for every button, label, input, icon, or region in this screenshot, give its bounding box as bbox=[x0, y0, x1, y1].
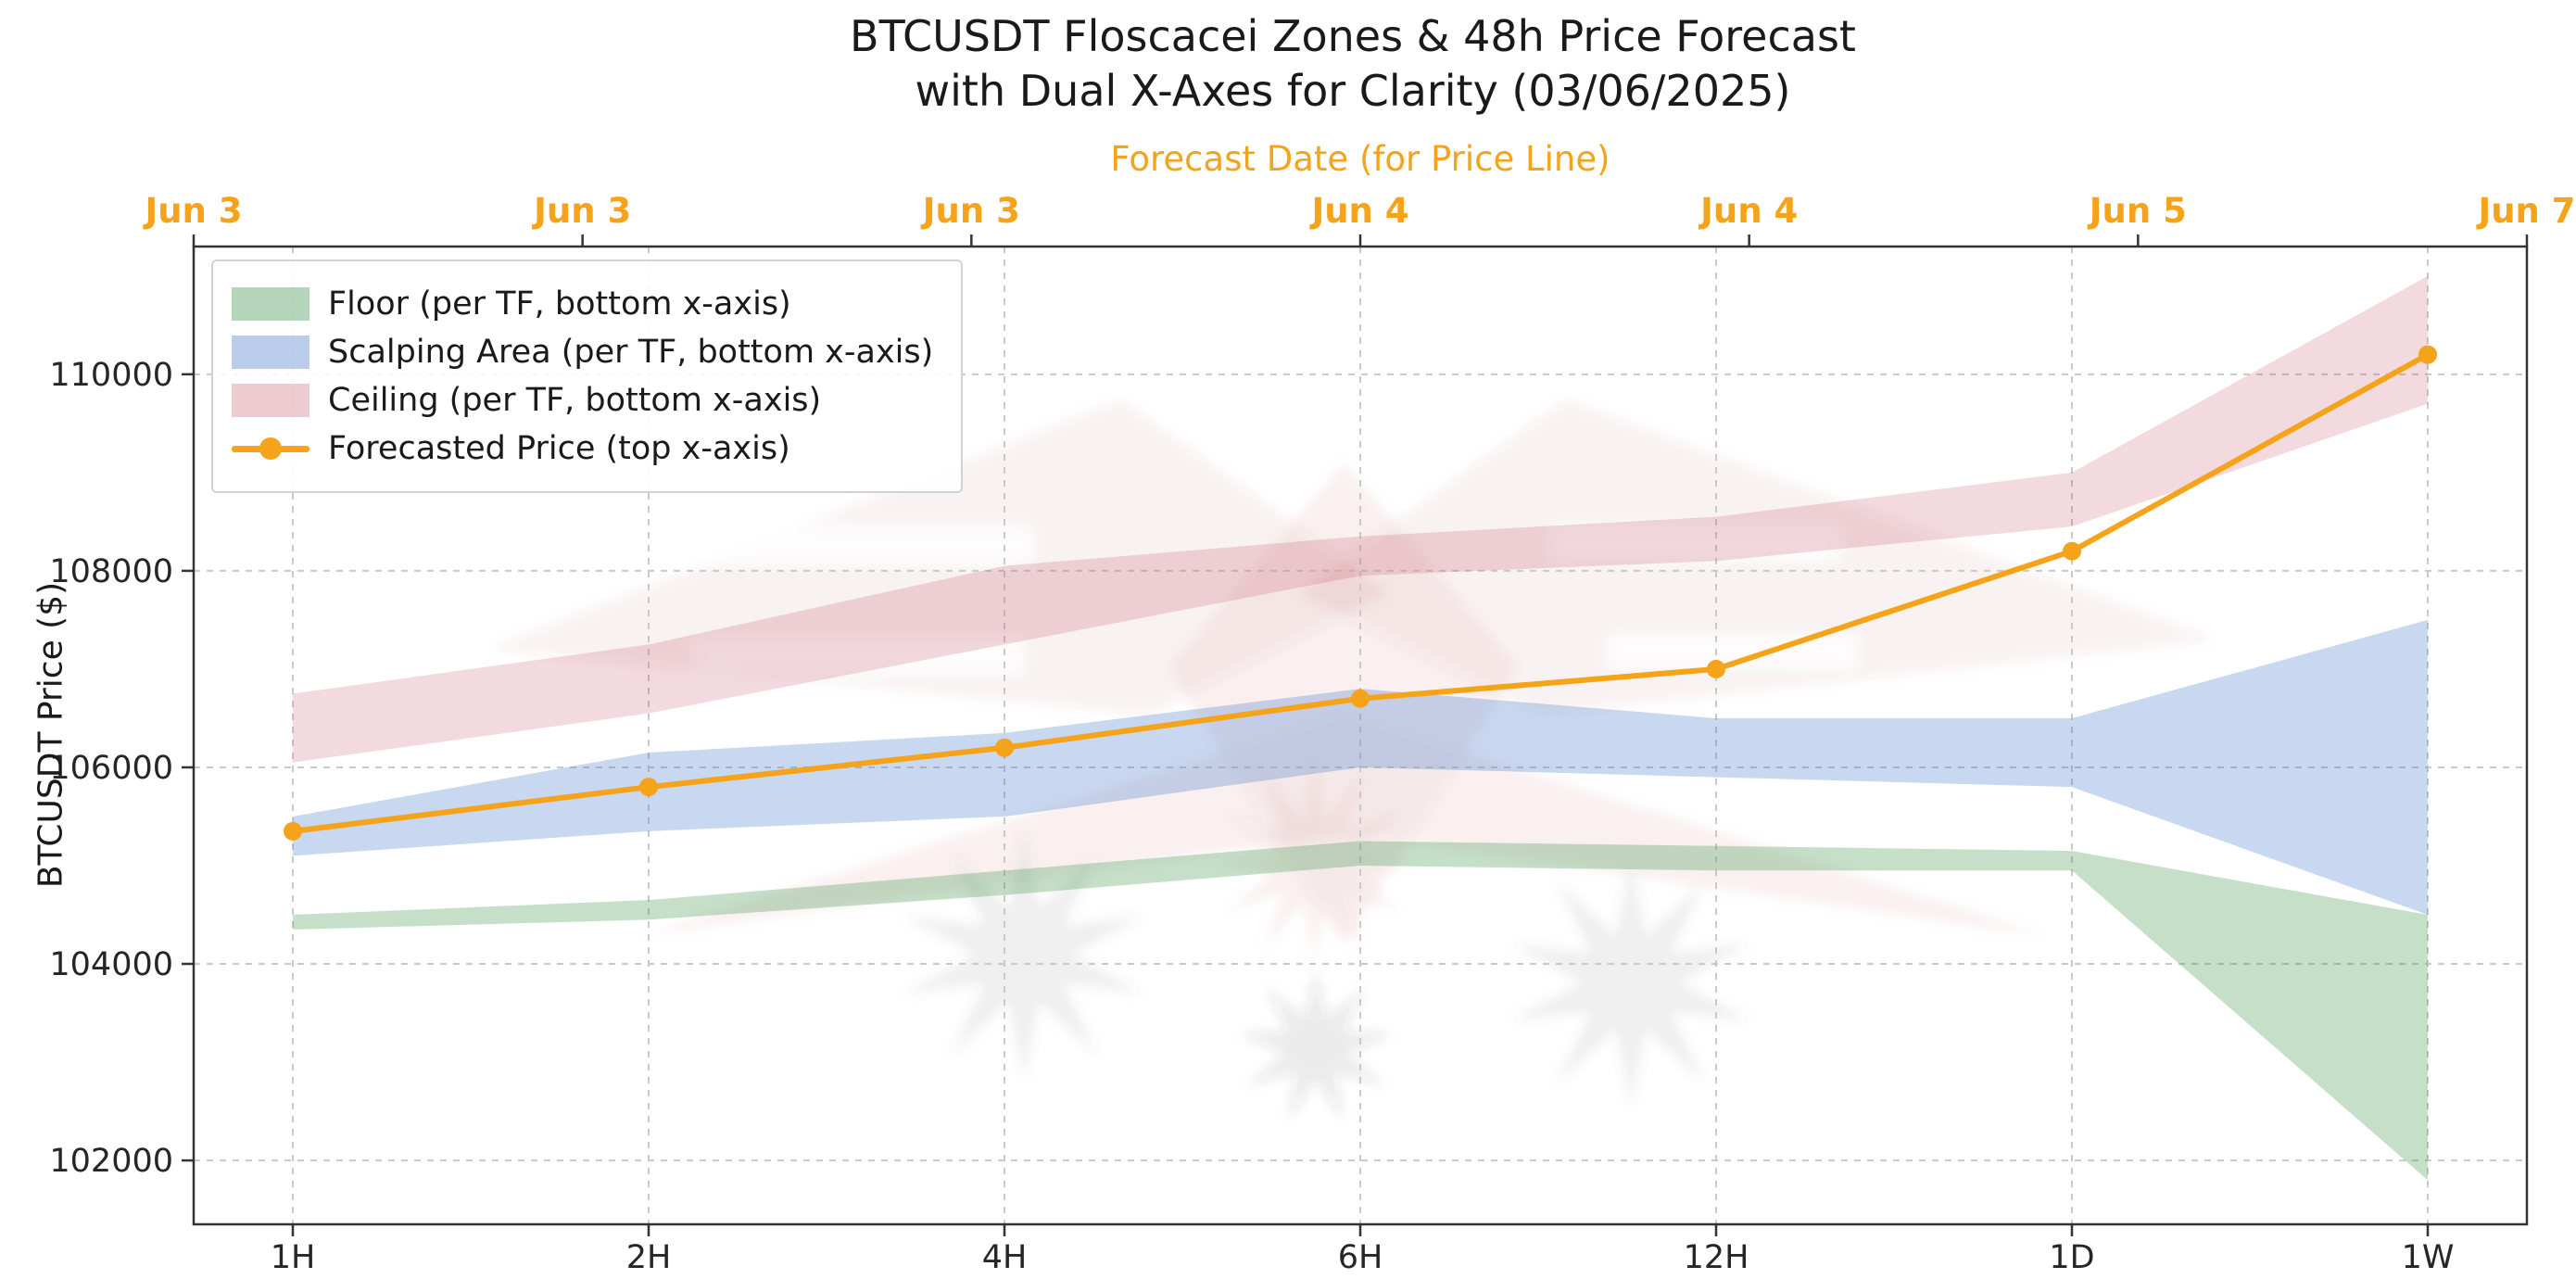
y-tick-label: 110000 bbox=[49, 357, 173, 394]
ceiling-band bbox=[293, 275, 2428, 763]
legend-label-ceiling: Ceiling (per TF, bottom x-axis) bbox=[328, 382, 822, 419]
forecast-point bbox=[2418, 345, 2437, 364]
ceiling-band-swatch bbox=[232, 384, 309, 417]
forecast-point bbox=[1351, 689, 1370, 708]
y-tick-label: 106000 bbox=[49, 750, 173, 787]
y-tick-label: 104000 bbox=[49, 946, 173, 983]
forecast-point bbox=[1707, 659, 1725, 678]
forecast-point bbox=[284, 821, 302, 841]
zone-bands bbox=[293, 275, 2428, 1181]
bottom-tick-label: 2H bbox=[626, 1239, 672, 1276]
bottom-tick-label: 1W bbox=[2402, 1239, 2455, 1276]
y-tick-label: 102000 bbox=[49, 1143, 173, 1180]
bottom-tick-label: 4H bbox=[982, 1239, 1028, 1276]
legend-label-scalping: Scalping Area (per TF, bottom x-axis) bbox=[328, 334, 934, 371]
legend-item-forecast: Forecasted Price (top x-axis) bbox=[232, 430, 933, 467]
legend-item-floor: Floor (per TF, bottom x-axis) bbox=[232, 285, 933, 323]
floor-band-swatch bbox=[232, 287, 309, 321]
forecast-point bbox=[2063, 541, 2081, 561]
axes bbox=[182, 234, 2529, 1236]
top-tick-label: Jun 3 bbox=[531, 191, 631, 231]
bottom-tick-label: 6H bbox=[1338, 1239, 1383, 1276]
top-tick-label: Jun 4 bbox=[1308, 191, 1408, 231]
bottom-tick-label: 1H bbox=[271, 1239, 316, 1276]
chart-title-line1: BTCUSDT Floscacei Zones & 48h Price Fore… bbox=[850, 11, 1856, 61]
bottom-tick-label: 1D bbox=[2049, 1239, 2094, 1276]
legend-item-scalping: Scalping Area (per TF, bottom x-axis) bbox=[232, 334, 933, 371]
legend: Floor (per TF, bottom x-axis) Scalping A… bbox=[211, 260, 964, 493]
tick-labels: 1H 2H 4H 6H 12H 1D 1W Jun 3 Jun 3 Jun 3 Jun 4 Jun 4… bbox=[49, 191, 2575, 1276]
forecast-point bbox=[995, 738, 1014, 757]
scalping-band-swatch bbox=[232, 336, 309, 369]
y-axis-label: BTCUSDT Price ($) bbox=[32, 581, 70, 889]
top-tick-label: Jun 5 bbox=[2087, 191, 2187, 231]
legend-label-floor: Floor (per TF, bottom x-axis) bbox=[328, 285, 791, 323]
background-watermark bbox=[491, 400, 2215, 1121]
top-tick-label: Jun 3 bbox=[920, 191, 1020, 231]
legend-label-forecast: Forecasted Price (top x-axis) bbox=[328, 430, 790, 467]
chart-title: BTCUSDT Floscacei Zones & 48h Price Fore… bbox=[850, 9, 1856, 119]
top-tick-label: Jun 3 bbox=[142, 191, 242, 231]
forecast-point bbox=[639, 778, 658, 797]
top-axis-label: Forecast Date (for Price Line) bbox=[1110, 139, 1610, 179]
scalping-band bbox=[293, 619, 2428, 916]
forecast-marker-glyph bbox=[259, 437, 282, 460]
chart-title-line2: with Dual X-Axes for Clarity (03/06/2025… bbox=[915, 65, 1791, 116]
legend-item-ceiling: Ceiling (per TF, bottom x-axis) bbox=[232, 382, 933, 419]
top-tick-label: Jun 7 bbox=[2475, 191, 2575, 231]
forecast-line-swatch bbox=[232, 432, 309, 465]
forecast-series bbox=[284, 345, 2437, 841]
y-tick-label: 108000 bbox=[49, 553, 173, 590]
bottom-tick-label: 12H bbox=[1684, 1239, 1749, 1276]
top-tick-label: Jun 4 bbox=[1698, 191, 1798, 231]
